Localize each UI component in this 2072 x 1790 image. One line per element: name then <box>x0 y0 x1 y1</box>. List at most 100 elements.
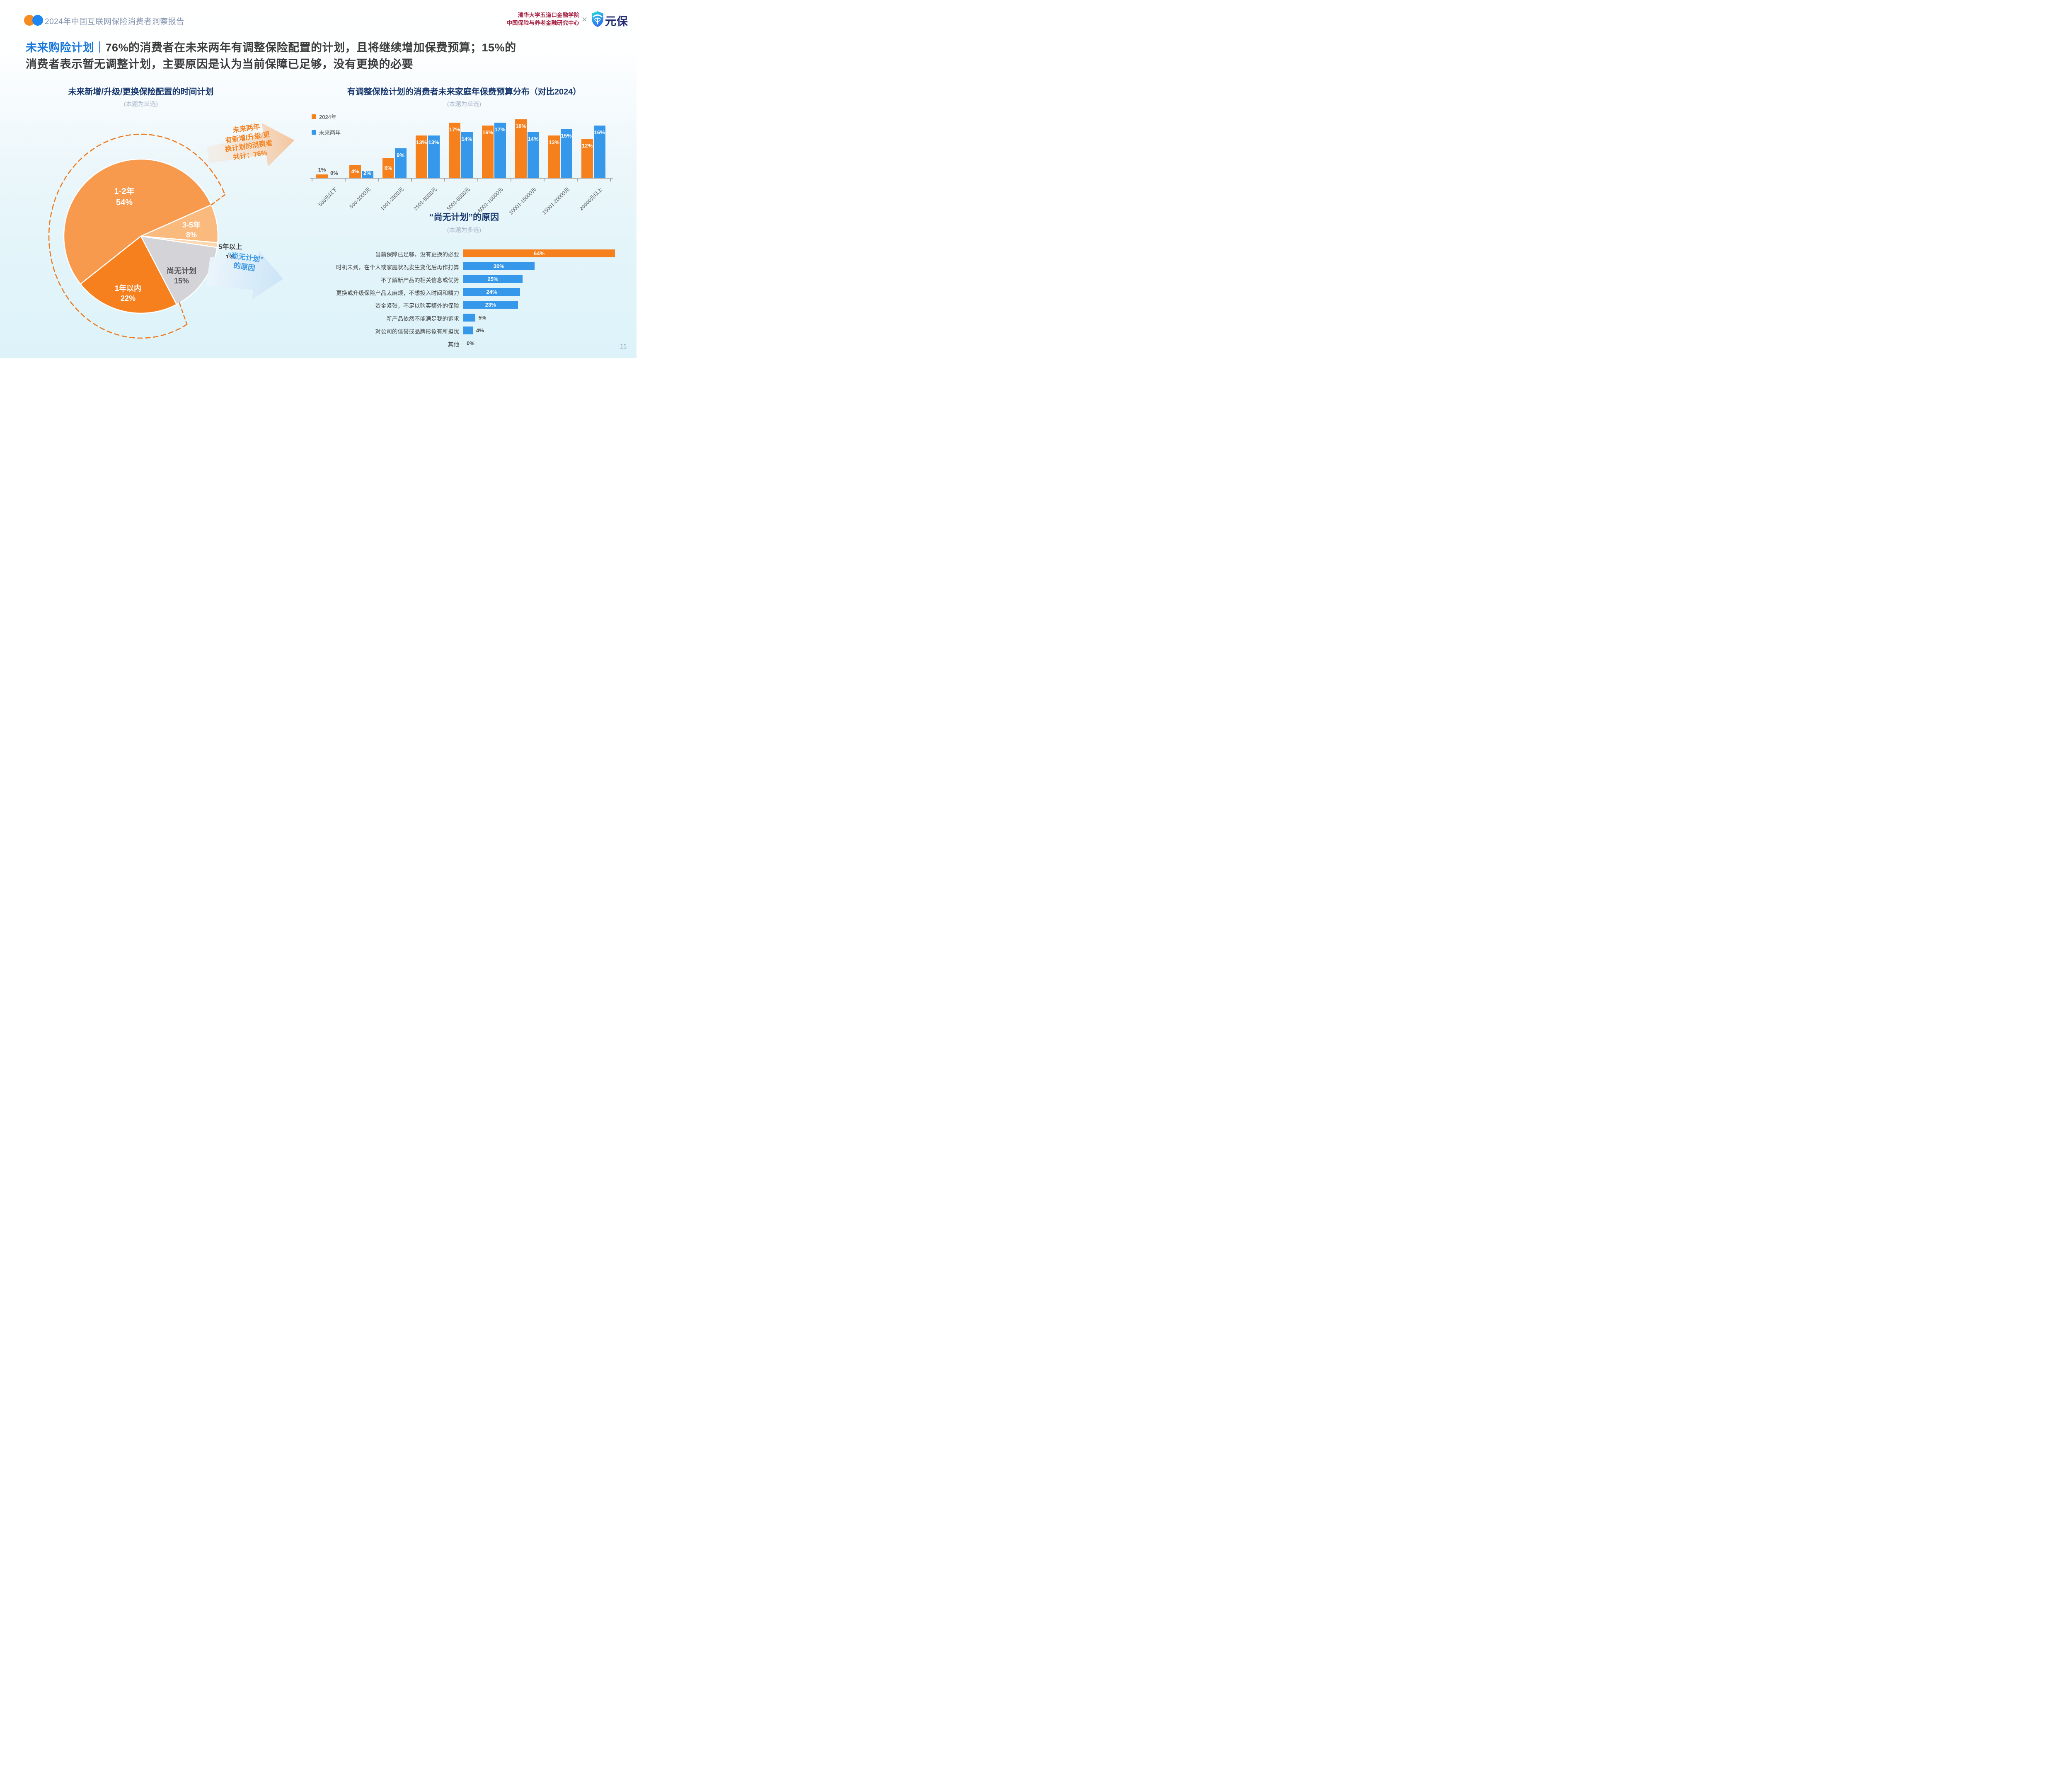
bar-未来两年-5 <box>494 122 506 178</box>
x-axis-tick <box>610 178 611 181</box>
reason-label: 资金紧张，不足以购买额外的保险 <box>375 303 460 309</box>
budget-bar-chart: 1% 0% 500元以下 4% 2% 500-1000元 6% 9% 1001-2500元 13%… <box>310 117 613 216</box>
reason-label: 更换或升级保险产品太麻烦，不想投入时间和精力 <box>336 290 459 296</box>
x-axis-tick <box>345 178 346 181</box>
page-number: 11 <box>620 343 627 350</box>
reason-bar <box>463 288 520 296</box>
bar-value-label: 13% <box>416 139 427 145</box>
legend-label-2024: 2024年 <box>319 114 336 120</box>
bar-value-label: 2% <box>363 170 371 176</box>
annotation-no-plan-reasons: “尚无计划” 的原因 <box>206 248 283 300</box>
reason-value-label: 64% <box>534 250 545 256</box>
pie-slice-0 <box>63 158 212 285</box>
institute-line1: 清华大学五道口金融学院 <box>518 12 580 18</box>
legend-label-future: 未来两年 <box>319 130 341 136</box>
reason-value-label: 23% <box>485 302 496 308</box>
page-title: 未来购险计划｜76%的消费者在未来两年有调整保险配置的计划，且将继续增加保费预算… <box>26 39 622 73</box>
reason-value-label: 25% <box>487 276 499 282</box>
bar-value-label: 1% <box>318 167 326 173</box>
reason-value-label: 24% <box>486 289 497 295</box>
page-title-line1: 76%的消费者在未来两年有调整保险配置的计划，且将继续增加保费预算；15%的 <box>105 41 516 54</box>
reason-bar <box>463 275 523 283</box>
x-axis-line <box>310 178 613 179</box>
reason-row-7: 其他 0% <box>313 337 622 350</box>
budget-chart-title: 有调整保险计划的消费者未来家庭年保费预算分布（对比2024） <box>347 87 581 97</box>
legend-swatch-future <box>312 130 316 135</box>
reason-row-2: 不了解新产品的相关信息或优势 25% <box>313 273 622 285</box>
reason-bar <box>463 327 473 334</box>
reasons-chart-subtitle: (本题为多选) <box>447 227 482 234</box>
pie-label-1-2yr: 1-2年 54% <box>114 187 135 207</box>
pie-slice-3 <box>140 235 218 305</box>
yuanbao-shield-icon <box>592 11 603 27</box>
reason-value-label: 0% <box>467 340 474 346</box>
bar-value-label: 17% <box>449 126 460 133</box>
legend-swatch-2024 <box>312 114 316 119</box>
bar-未来两年-6 <box>527 132 539 178</box>
bar-value-label: 16% <box>594 129 605 136</box>
x-axis-tick <box>378 178 379 181</box>
institute-name: 清华大学五道口金融学院 中国保险与养老金融研究中心 <box>431 11 580 27</box>
bar-value-label: 9% <box>397 152 404 159</box>
bar-value-label: 14% <box>528 136 539 143</box>
cross-separator: × <box>582 14 587 24</box>
reason-label: 新产品依然不能满足我的诉求 <box>386 316 460 322</box>
bar-value-label: 4% <box>351 168 359 175</box>
logo-dot-blue-icon <box>32 15 43 26</box>
reason-row-4: 资金紧张，不足以购买额外的保险 23% <box>313 298 622 311</box>
reason-label: 不了解新产品的相关信息或优势 <box>381 277 459 283</box>
bar-2024年-6 <box>515 119 527 178</box>
slide: 2024年中国互联网保险消费者洞察报告 清华大学五道口金融学院 中国保险与养老金… <box>0 0 637 358</box>
bar-value-label: 13% <box>548 139 560 145</box>
pie-slice-4 <box>80 235 177 314</box>
pie-chart-subtitle: (本题为单选) <box>123 101 158 108</box>
reason-value-label: 4% <box>476 327 484 334</box>
no-plan-arrow-icon <box>206 250 283 300</box>
pie-chart-title: 未来新增/升级/更换保险配置的时间计划 <box>68 87 214 97</box>
bar-value-label: 15% <box>561 133 572 139</box>
brand-name: 元保 <box>605 15 628 28</box>
bar-未来两年-1 <box>361 171 373 178</box>
x-axis-tick <box>544 178 545 181</box>
bar-value-label: 18% <box>515 123 527 129</box>
bar-未来两年-4 <box>461 132 473 178</box>
plan-arrow-icon <box>206 123 295 167</box>
bar-2024年-1 <box>349 164 361 178</box>
legend-future: 未来两年 <box>312 128 341 136</box>
page-title-line2: 消费者表示暂无调整计划，主要原因是认为当前保障已足够，没有更换的必要 <box>26 58 413 70</box>
bar-value-label: 12% <box>581 142 593 149</box>
reason-bar <box>463 314 475 322</box>
pie-label-within-1yr: 1年以内 22% <box>114 284 141 302</box>
reason-label: 时机未到，在个人或家庭状况发生变化后再作打算 <box>336 264 459 271</box>
reason-row-1: 时机未到，在个人或家庭状况发生变化后再作打算 30% <box>313 260 622 273</box>
dashed-radial-top <box>211 194 226 206</box>
dashed-radial-bottom <box>179 302 188 325</box>
bar-2024年-5 <box>482 126 494 178</box>
bar-2024年-4 <box>449 122 460 178</box>
bar-value-label: 16% <box>482 129 494 136</box>
bar-未来两年-2 <box>395 148 407 178</box>
x-axis-tick <box>411 178 412 181</box>
bar-value-label: 0% <box>330 170 338 176</box>
legend-2024: 2024年 <box>312 113 336 121</box>
bar-2024年-0 <box>316 174 328 178</box>
bar-2024年-7 <box>548 135 560 178</box>
page-title-highlight: 未来购险计划 <box>26 41 94 54</box>
reason-value-label: 5% <box>478 314 487 321</box>
reason-bar <box>463 301 518 309</box>
reason-row-6: 对公司的信誉或品牌形象有所担忧 4% <box>313 324 622 337</box>
bar-value-label: 13% <box>428 139 439 145</box>
bar-value-label: 6% <box>384 165 392 172</box>
pie-label-no-plan: 尚无计划 15% <box>167 267 196 285</box>
report-title: 2024年中国互联网保险消费者洞察报告 <box>45 17 184 26</box>
bar-2024年-8 <box>581 138 593 178</box>
reason-row-0: 当前保障已足够，没有更换的必要 64% <box>313 247 622 260</box>
bar-value-label: 14% <box>461 136 472 143</box>
reason-label: 其他 <box>448 341 459 348</box>
pie-slice-1 <box>140 204 219 243</box>
bar-value-label: 17% <box>494 126 506 133</box>
bar-未来两年-7 <box>560 129 572 178</box>
reason-bar <box>463 249 615 257</box>
pie-chart <box>48 133 226 339</box>
x-axis-tick <box>577 178 578 181</box>
